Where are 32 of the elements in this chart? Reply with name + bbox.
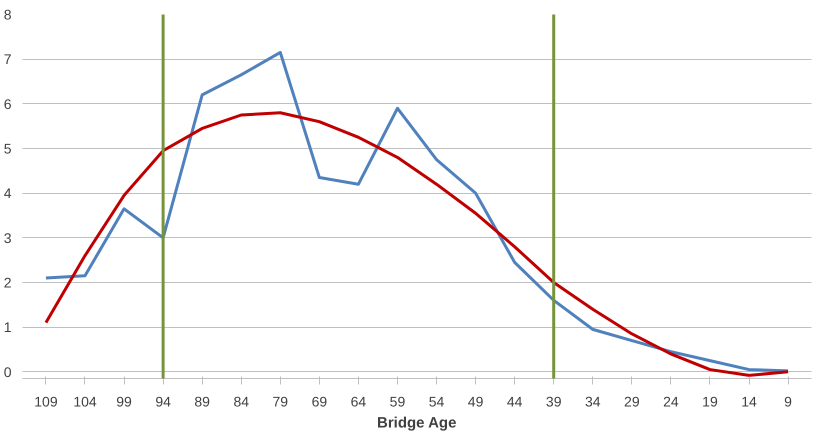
y-tick-label: 5 [4, 140, 12, 156]
x-tick-label: 34 [584, 394, 601, 410]
line-series [44, 50, 790, 372]
x-tick-label: 69 [312, 394, 328, 410]
y-tick-label: 0 [4, 364, 12, 380]
y-tick-label: 1 [4, 319, 12, 336]
x-tick-label: 19 [702, 394, 718, 410]
x-tick-label: 89 [194, 394, 210, 410]
x-tick-label: 104 [73, 394, 97, 410]
x-axis-title: Bridge Age [376, 414, 456, 432]
x-tick-label: 44 [506, 394, 523, 410]
x-tick-label: 99 [116, 394, 132, 410]
x-tick-label: 94 [155, 394, 172, 410]
x-tick-label: 79 [272, 394, 288, 410]
y-tick-label: 3 [4, 230, 12, 246]
x-tick-label: 59 [390, 394, 406, 410]
y-tick-label: 8 [4, 6, 12, 22]
x-tick-label: 39 [546, 394, 562, 410]
x-tick-label: 29 [624, 394, 640, 410]
x-tick-label: 84 [233, 394, 250, 410]
y-tick-label: 4 [4, 185, 12, 202]
x-tick-label: 49 [468, 394, 484, 410]
x-tick-label: 64 [350, 394, 366, 410]
x-tick-label: 14 [741, 394, 758, 410]
x-tick-label: 109 [34, 394, 58, 410]
line-series [44, 111, 790, 377]
y-tick-label: 2 [4, 274, 12, 290]
x-tick-label: 24 [663, 394, 679, 410]
y-tick-label: 7 [4, 51, 12, 68]
x-tick-label: 54 [428, 394, 445, 410]
y-tick-label: 6 [4, 96, 12, 112]
x-tick-label: 9 [784, 394, 792, 410]
